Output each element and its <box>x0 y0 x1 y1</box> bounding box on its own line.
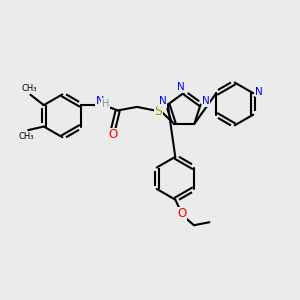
Text: CH₃: CH₃ <box>18 132 34 141</box>
Text: N: N <box>159 96 166 106</box>
Text: N: N <box>95 96 104 106</box>
Text: N: N <box>255 87 263 97</box>
Text: S: S <box>154 105 162 118</box>
Text: N: N <box>177 82 184 92</box>
Text: O: O <box>178 207 187 220</box>
Text: N: N <box>202 96 210 106</box>
Text: CH₃: CH₃ <box>21 84 37 93</box>
Text: H: H <box>102 99 109 109</box>
Text: O: O <box>108 128 117 141</box>
